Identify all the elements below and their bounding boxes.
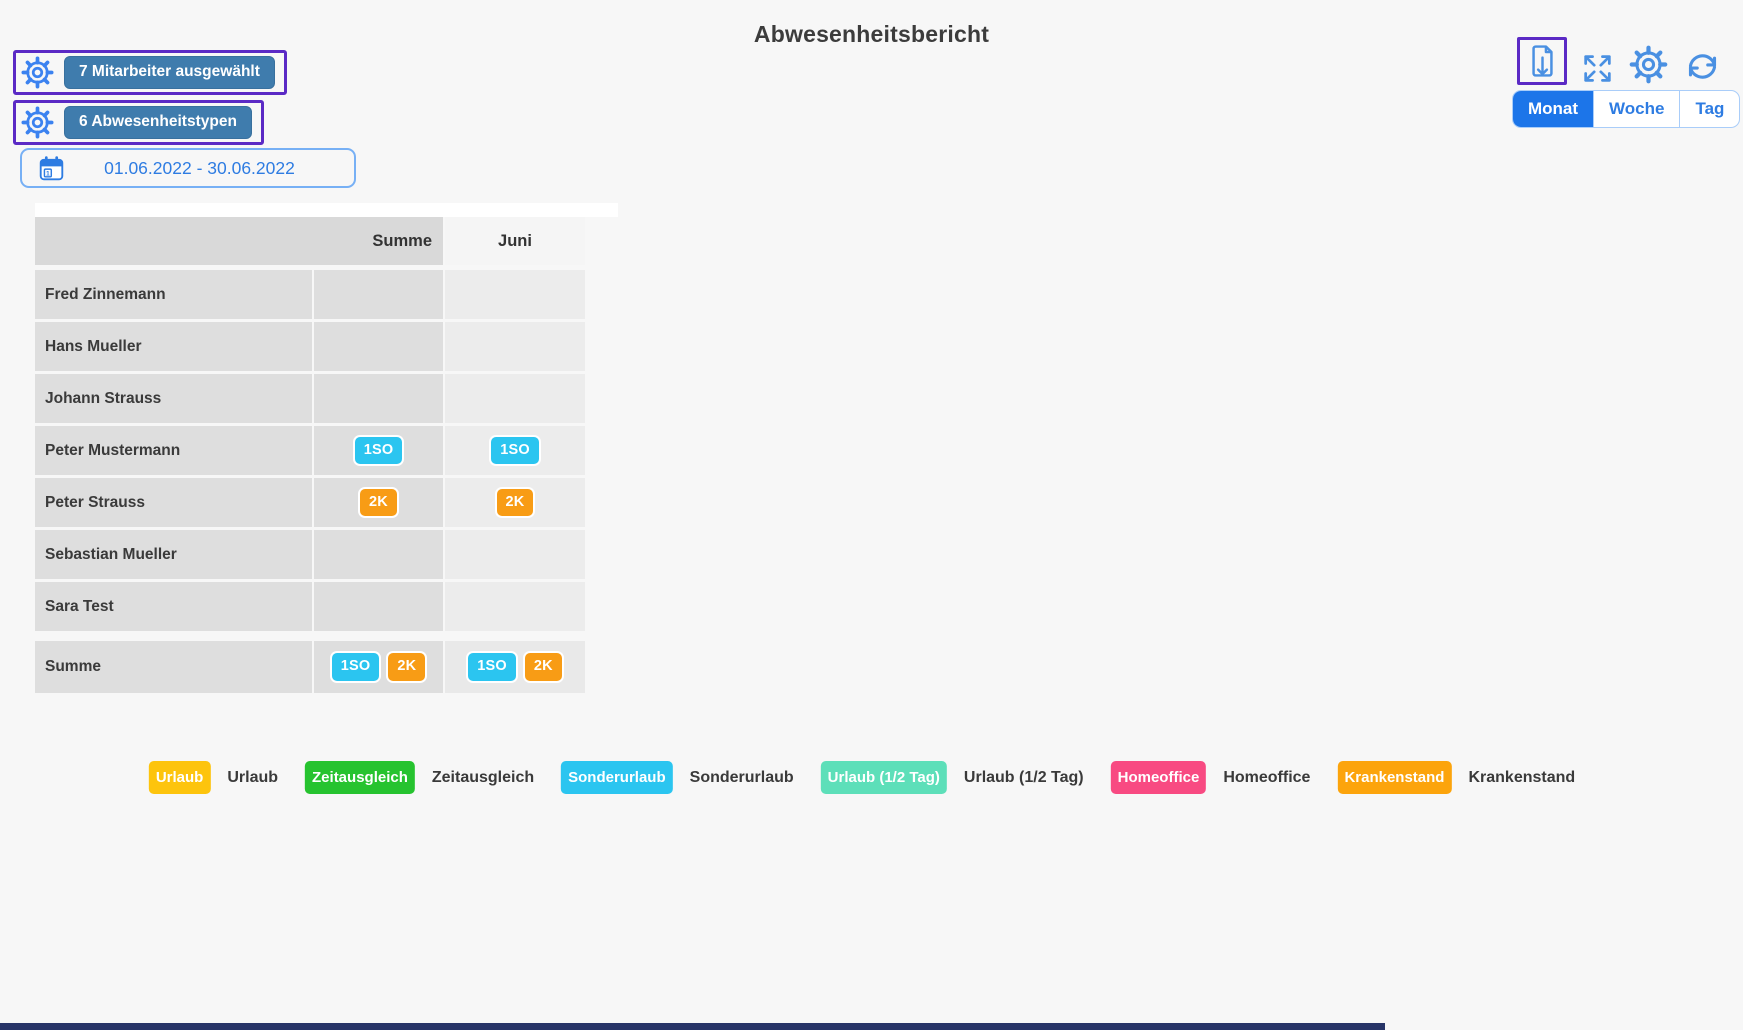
absence-type-legend: Urlaub Urlaub Zeitausgleich Zeitausgleich So… bbox=[148, 761, 1575, 794]
absence-badge-1SO: 1SO bbox=[329, 651, 382, 683]
legend-label: Urlaub (1/2 Tag) bbox=[963, 768, 1084, 786]
employees-selected-badge[interactable]: 7 Mitarbeiter ausgewählt bbox=[64, 56, 275, 89]
fullscreen-expand-button[interactable] bbox=[1581, 52, 1614, 85]
absence-badge-2K: 2K bbox=[494, 486, 536, 519]
table-scroll-area bbox=[35, 203, 618, 217]
employees-filter-button[interactable]: 7 Mitarbeiter ausgewählt bbox=[13, 50, 287, 95]
date-range-value: 01.06.2022 - 30.06.2022 bbox=[104, 157, 295, 178]
gear-icon[interactable] bbox=[21, 106, 54, 139]
employee-name: Peter Strauss bbox=[35, 478, 312, 527]
table-summary-row: Summe 1SO 2K 1SO 2K bbox=[35, 641, 618, 693]
table-row: Peter Mustermann 1SO 1SO bbox=[35, 426, 618, 475]
calendar-icon: 1 bbox=[38, 155, 65, 182]
month-cell bbox=[445, 374, 585, 423]
month-cell bbox=[445, 530, 585, 579]
column-header-summe: Summe bbox=[35, 217, 443, 265]
summe-cell: 2K bbox=[314, 478, 443, 527]
summe-cell: 1SO 2K bbox=[314, 641, 443, 693]
legend-item-SO: Sonderurlaub Sonderurlaub bbox=[561, 761, 794, 794]
legend-label: Urlaub bbox=[227, 768, 279, 786]
svg-text:1: 1 bbox=[46, 170, 50, 177]
page-title: Abwesenheitsbericht bbox=[753, 21, 990, 47]
absence-badge-Zeitausgleich: Zeitausgleich bbox=[305, 761, 415, 794]
table-row: Sara Test bbox=[35, 582, 618, 631]
settings-button[interactable] bbox=[1629, 45, 1668, 84]
absence-types-filter-button[interactable]: 6 Abwesenheitstypen bbox=[13, 100, 264, 145]
table-header-row: Summe Juni bbox=[35, 217, 618, 265]
summe-cell bbox=[314, 530, 443, 579]
absence-badge-1SO: 1SO bbox=[352, 434, 405, 467]
employee-name: Sara Test bbox=[35, 582, 312, 631]
tab-tag[interactable]: Tag bbox=[1679, 91, 1739, 127]
table-row: Johann Strauss bbox=[35, 374, 618, 423]
month-cell bbox=[445, 322, 585, 371]
date-range-picker[interactable]: 1 01.06.2022 - 30.06.2022 bbox=[20, 148, 356, 188]
horizontal-scrollbar[interactable] bbox=[0, 1023, 1385, 1030]
table-body: Fred Zinnemann Hans Mueller Johann Strauss… bbox=[35, 270, 618, 693]
table-row: Hans Mueller bbox=[35, 322, 618, 371]
month-cell bbox=[445, 270, 585, 319]
absence-badge-1SO: 1SO bbox=[466, 651, 518, 683]
employee-name: Peter Mustermann bbox=[35, 426, 312, 475]
refresh-icon bbox=[1684, 48, 1721, 85]
column-header-month: Juni bbox=[445, 217, 585, 265]
table-row: Peter Strauss 2K 2K bbox=[35, 478, 618, 527]
summe-cell bbox=[314, 582, 443, 631]
month-cell: 2K bbox=[445, 478, 585, 527]
month-cell: 1SO bbox=[445, 426, 585, 475]
tab-woche[interactable]: Woche bbox=[1593, 91, 1679, 127]
export-report-button[interactable] bbox=[1517, 37, 1567, 85]
absence-types-badge[interactable]: 6 Abwesenheitstypen bbox=[64, 106, 252, 139]
absence-badge-1SO: 1SO bbox=[489, 434, 541, 467]
absence-badge-Urlaub: Urlaub bbox=[148, 761, 211, 794]
absence-badge-Homeoffice: Homeoffice bbox=[1110, 761, 1207, 794]
legend-item-K: Krankenstand Krankenstand bbox=[1337, 761, 1575, 794]
legend-item-ZA: Zeitausgleich Zeitausgleich bbox=[305, 761, 534, 794]
legend-label: Sonderurlaub bbox=[689, 768, 794, 786]
employee-name: Johann Strauss bbox=[35, 374, 312, 423]
summe-cell bbox=[314, 270, 443, 319]
table-row: Fred Zinnemann bbox=[35, 270, 618, 319]
legend-item-U0.5: Urlaub (1/2 Tag) Urlaub (1/2 Tag) bbox=[820, 761, 1084, 794]
absence-badge-Sonderurlaub: Sonderurlaub bbox=[561, 761, 673, 794]
summe-cell: 1SO bbox=[314, 426, 443, 475]
absence-badge-2K: 2K bbox=[386, 651, 428, 683]
absence-badge-2K: 2K bbox=[522, 651, 564, 683]
expand-arrows-icon bbox=[1581, 52, 1614, 85]
summe-cell bbox=[314, 322, 443, 371]
legend-label: Zeitausgleich bbox=[431, 768, 535, 786]
legend-item-U: Urlaub Urlaub bbox=[148, 761, 279, 794]
absence-badge-Urlaub (1/2 Tag): Urlaub (1/2 Tag) bbox=[820, 761, 947, 794]
employee-name: Sebastian Mueller bbox=[35, 530, 312, 579]
legend-label: Homeoffice bbox=[1223, 768, 1311, 786]
absence-table: Summe Juni Fred Zinnemann Hans Mueller Joh… bbox=[35, 203, 618, 696]
view-mode-tabs: Monat Woche Tag bbox=[1512, 90, 1741, 128]
legend-label: Krankenstand bbox=[1468, 768, 1576, 786]
gear-icon bbox=[1629, 45, 1668, 84]
summe-cell bbox=[314, 374, 443, 423]
legend-item-HO: Homeoffice Homeoffice bbox=[1110, 761, 1311, 794]
month-cell bbox=[445, 582, 585, 631]
gear-icon[interactable] bbox=[21, 56, 54, 89]
employee-name: Hans Mueller bbox=[35, 322, 312, 371]
month-cell: 1SO 2K bbox=[445, 641, 585, 693]
absence-badge-2K: 2K bbox=[358, 486, 399, 519]
table-row: Sebastian Mueller bbox=[35, 530, 618, 579]
refresh-button[interactable] bbox=[1684, 48, 1721, 85]
summary-label: Summe bbox=[35, 641, 312, 693]
absence-badge-Krankenstand: Krankenstand bbox=[1337, 761, 1452, 794]
employee-name: Fred Zinnemann bbox=[35, 270, 312, 319]
tab-monat[interactable]: Monat bbox=[1513, 91, 1594, 127]
document-download-icon bbox=[1526, 43, 1559, 79]
